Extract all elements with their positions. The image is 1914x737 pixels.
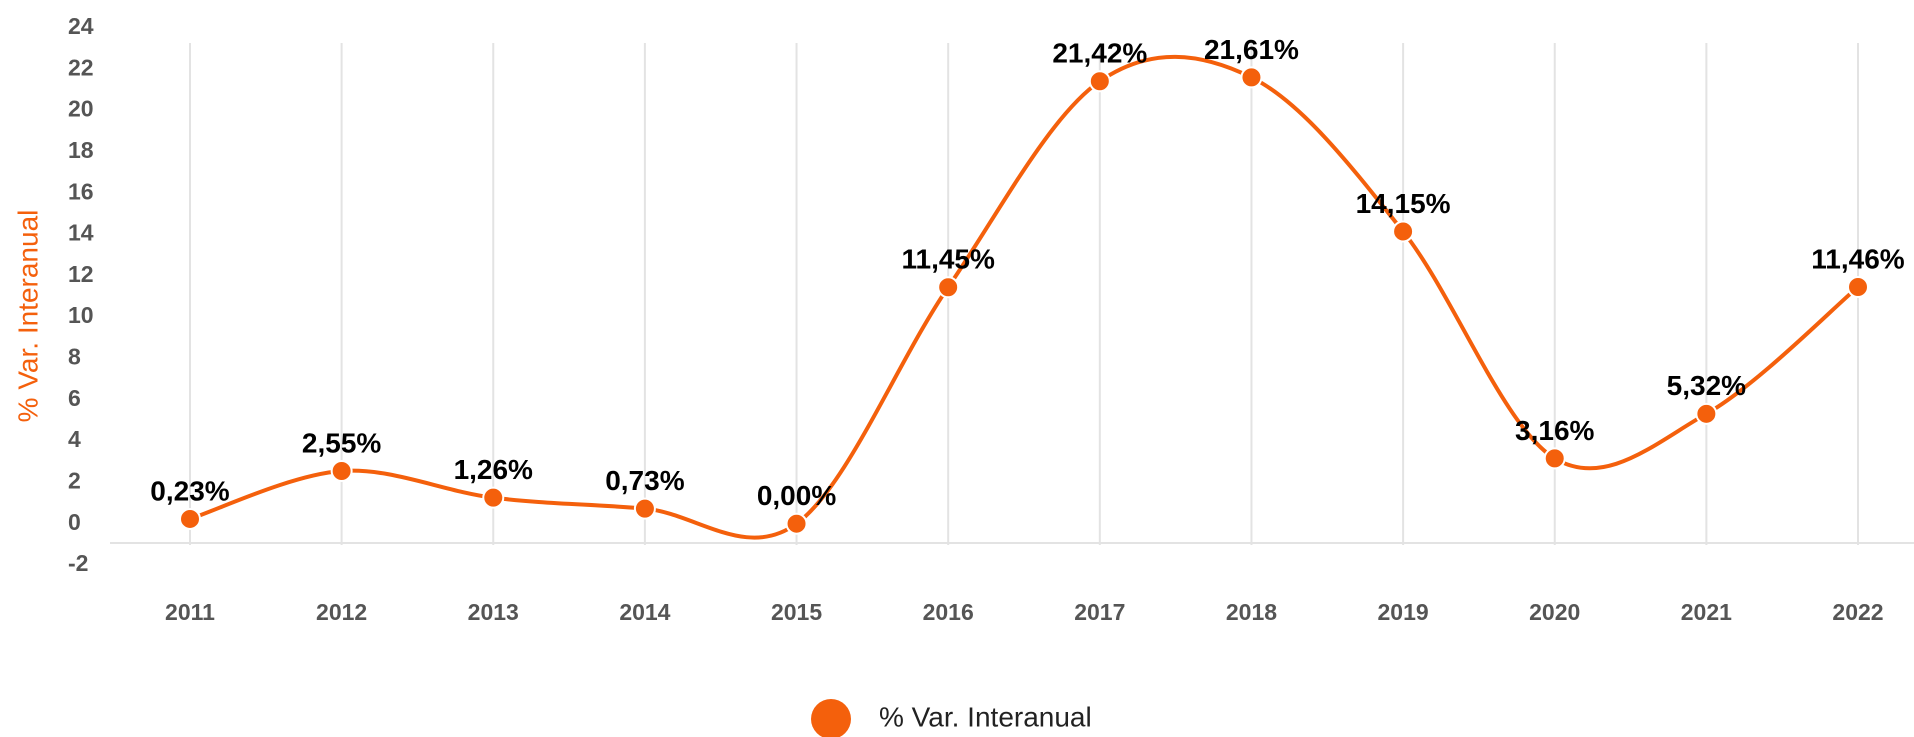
point xyxy=(179,507,201,530)
y-axis-label: % Var. Interanual xyxy=(12,210,43,423)
point xyxy=(1695,402,1718,425)
y-tick-label: 4 xyxy=(68,426,81,452)
point xyxy=(1088,70,1111,93)
point xyxy=(937,276,960,299)
y-tick-label: 18 xyxy=(68,137,94,163)
x-tick-label: 2012 xyxy=(316,599,367,625)
legend-marker xyxy=(811,699,851,737)
data-label: 21,42% xyxy=(1052,38,1147,69)
point xyxy=(785,512,808,535)
data-label: 0,73% xyxy=(605,465,684,496)
y-tick-label: 22 xyxy=(68,54,94,80)
y-tick-label: 2 xyxy=(68,467,81,493)
point xyxy=(1847,275,1869,298)
data-label: 3,16% xyxy=(1515,415,1594,446)
point xyxy=(1543,447,1566,470)
point xyxy=(330,460,353,483)
point xyxy=(1392,220,1415,243)
x-tick-label: 2022 xyxy=(1832,599,1883,625)
y-tick-label: 6 xyxy=(68,385,81,411)
x-tick-label: 2011 xyxy=(165,599,215,625)
data-label: 11,45% xyxy=(901,244,995,275)
line xyxy=(189,54,1860,540)
x-tick-label: 2015 xyxy=(771,599,822,625)
x-tick-label: 2014 xyxy=(619,599,670,625)
y-tick-label: 24 xyxy=(68,13,94,39)
x-tick-label: 2020 xyxy=(1529,599,1580,625)
y-tick-label: 20 xyxy=(68,96,94,122)
x-tick-label: 2021 xyxy=(1681,599,1732,625)
y-tick-label: -2 xyxy=(68,550,88,576)
data-label: 0,23% xyxy=(150,475,229,506)
data-label: 2,55% xyxy=(302,427,381,458)
y-tick-label: 0 xyxy=(68,509,81,535)
x-tick-label: 2018 xyxy=(1226,599,1277,625)
data-label: 11,46% xyxy=(1811,243,1905,274)
y-tick-label: 8 xyxy=(68,344,81,370)
y-tick-label: 16 xyxy=(68,178,94,204)
data-label: 21,61% xyxy=(1204,34,1299,65)
x-tick-label: 2017 xyxy=(1074,599,1125,625)
data-label: 14,15% xyxy=(1356,188,1451,219)
point xyxy=(1240,66,1263,89)
data-label: 1,26% xyxy=(454,454,533,485)
point xyxy=(633,497,656,520)
x-tick-label: 2019 xyxy=(1378,599,1429,625)
y-tick-label: 12 xyxy=(68,261,94,287)
data-label: 0,00% xyxy=(757,480,836,511)
legend-label: % Var. Interanual xyxy=(879,701,1092,732)
y-tick-label: 14 xyxy=(68,220,94,246)
data-label: 5,32% xyxy=(1667,370,1746,401)
x-tick-label: 2016 xyxy=(923,599,974,625)
y-tick-label: 10 xyxy=(68,302,94,328)
point xyxy=(482,486,505,509)
x-tick-label: 2013 xyxy=(468,599,519,625)
